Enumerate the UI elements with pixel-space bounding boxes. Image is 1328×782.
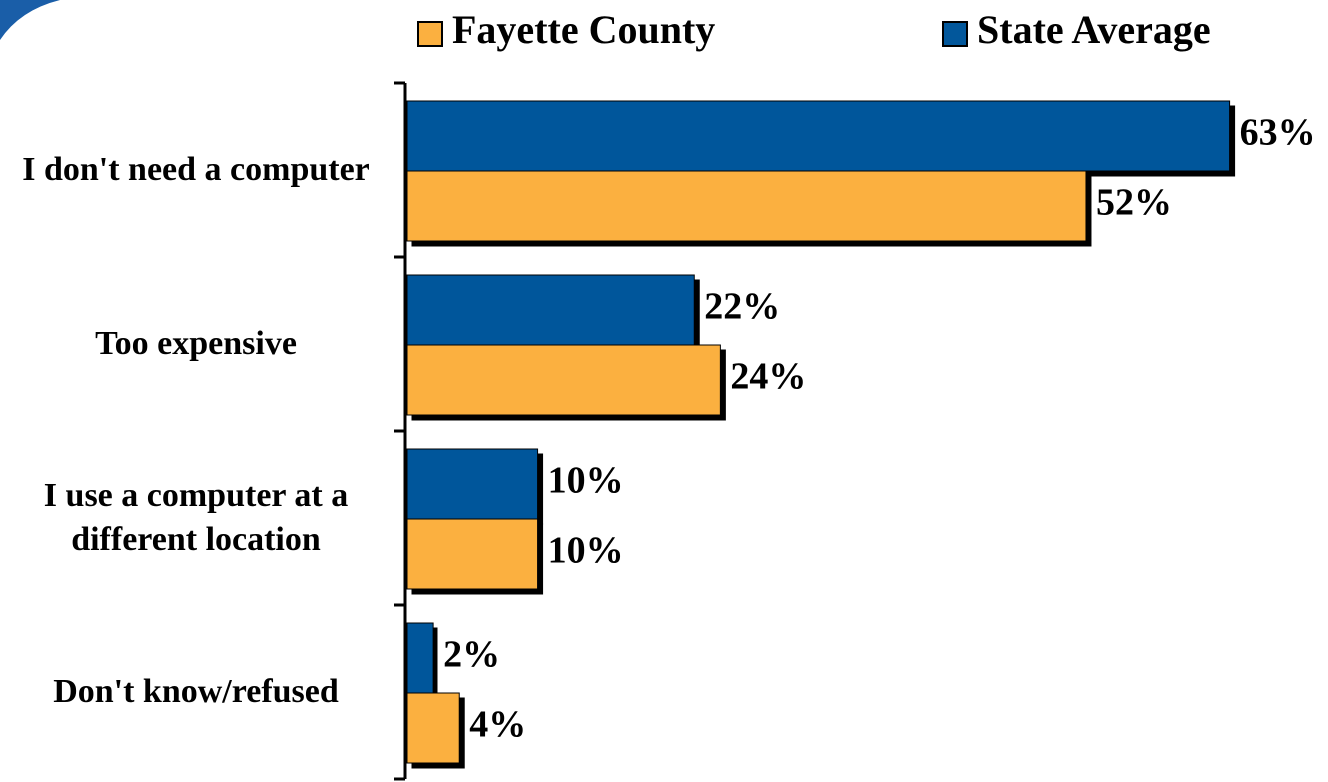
value-label: 63% <box>1240 112 1316 154</box>
value-label: 22% <box>704 286 780 328</box>
logo-corner <box>0 0 60 40</box>
bar <box>406 170 1087 242</box>
category-label: I don't need a computer <box>22 151 370 188</box>
category-label: Don't know/refused <box>53 673 339 710</box>
value-label: 10% <box>548 530 624 572</box>
bar <box>406 518 539 590</box>
value-label: 10% <box>548 460 624 502</box>
bar <box>406 622 434 694</box>
value-label: 2% <box>443 634 500 676</box>
legend-swatch <box>942 21 968 47</box>
legend-swatch <box>417 21 443 47</box>
bar <box>406 100 1231 172</box>
bar <box>406 448 539 520</box>
category-label: I use a computer at a different location <box>43 477 349 558</box>
value-label: 24% <box>730 356 806 398</box>
category-label: Too expensive <box>95 325 297 362</box>
legend-label: Fayette County <box>452 7 715 52</box>
value-label: 52% <box>1096 182 1172 224</box>
value-label: 4% <box>469 704 526 746</box>
legend-label: State Average <box>977 7 1211 52</box>
bar <box>406 692 460 764</box>
bar <box>406 274 695 346</box>
bar <box>406 344 721 416</box>
